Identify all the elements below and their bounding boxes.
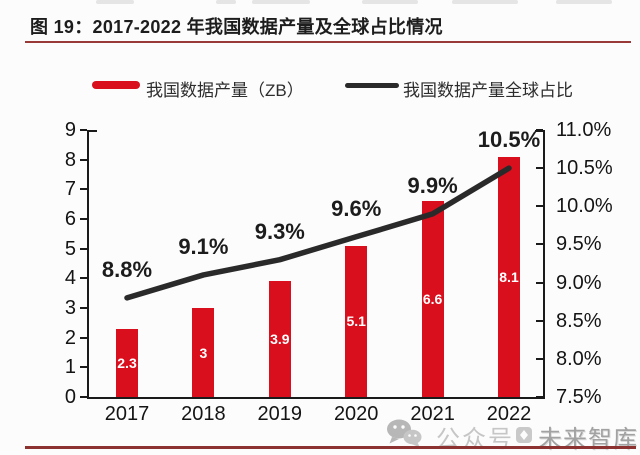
figure-title: 图 19：2017-2022 年我国数据产量及全球占比情况 [30, 17, 443, 37]
legend-line-swatch-icon [345, 83, 399, 88]
x-axis-line [87, 397, 545, 399]
left-axis-tick-label: 6 [64, 208, 76, 230]
cropped-text-artifact [96, 0, 134, 4]
left-axis-tick [80, 247, 87, 250]
left-axis-tick [80, 277, 87, 280]
wechat-icon [387, 419, 422, 448]
right-axis-tick-label: 10.0% [556, 195, 613, 218]
right-axis-tick [536, 205, 543, 208]
right-axis-tick [536, 281, 543, 284]
left-axis-top-cap [87, 130, 97, 132]
cropped-text-artifact [252, 0, 310, 4]
left-axis-tick-label: 8 [64, 148, 76, 171]
left-axis-tick [80, 307, 87, 309]
watermark: 公众号 未来智库 [386, 416, 640, 453]
left-axis-tick-label: 7 [64, 178, 76, 201]
left-axis-tick-label: 1 [64, 356, 76, 379]
left-axis-tick-label: 4 [64, 267, 76, 290]
right-axis-tick-label: 10.5% [556, 157, 613, 180]
x-axis-label: 2018 [181, 403, 226, 425]
right-axis-tick-label: 9.0% [556, 271, 602, 294]
legend-line-label: 我国数据产量全球占比 [403, 81, 573, 100]
right-axis-tick [536, 243, 543, 246]
left-axis-tick [80, 396, 87, 398]
bar [268, 281, 291, 397]
right-axis-tick-label: 8.5% [556, 309, 602, 332]
right-axis-tick-label: 9.5% [556, 233, 602, 256]
left-axis-tick-label: 5 [64, 237, 76, 260]
left-axis-tick [80, 336, 87, 339]
x-axis-label: 2022 [486, 403, 532, 425]
right-axis-tick [536, 319, 543, 322]
left-axis-tick-label: 3 [64, 297, 76, 319]
left-axis-tick [80, 158, 87, 161]
bar-value-label: 3 [199, 344, 208, 361]
cropped-text-artifact [452, 0, 518, 4]
brand-logo-icon [516, 427, 532, 443]
right-axis-top-cap [535, 130, 545, 132]
cropped-text-artifact [362, 0, 418, 4]
line-point-label: 10.5% [477, 127, 541, 153]
right-axis-line [543, 130, 545, 397]
left-axis-line [87, 130, 89, 397]
bottom-rule [25, 446, 636, 449]
x-axis-label: 2017 [104, 403, 150, 425]
cropped-text-artifact [556, 0, 612, 4]
right-axis-tick [536, 357, 543, 360]
line-point-label: 9.6% [331, 195, 382, 221]
cropped-text-artifact [216, 0, 236, 4]
line-point-label: 9.9% [407, 172, 458, 198]
bar-value-label: 6.6 [422, 291, 443, 308]
right-axis-tick-label: 8.0% [556, 347, 602, 370]
x-axis-label: 2019 [257, 403, 303, 425]
bar-value-label: 5.1 [346, 313, 366, 330]
left-axis-tick [80, 366, 87, 369]
left-axis-tick [80, 129, 87, 131]
x-axis-label: 2020 [333, 403, 379, 425]
legend-bar-label: 我国数据产量（ZB） [146, 81, 304, 100]
left-axis-tick-label: 9 [64, 119, 76, 141]
right-axis-tick-label: 7.5% [556, 386, 602, 408]
bar-value-label: 2.3 [117, 354, 137, 371]
legend-bar-swatch-icon [92, 81, 140, 89]
bar-value-label: 8.1 [499, 268, 519, 285]
bar-value-label: 3.9 [270, 331, 290, 348]
left-axis-tick [80, 188, 87, 191]
left-axis-tick-label: 2 [64, 326, 76, 349]
right-axis-tick-label: 11.0% [556, 119, 612, 141]
x-axis-label: 2021 [410, 403, 455, 425]
title-underline [25, 41, 631, 43]
bar [116, 328, 138, 397]
right-axis-tick [536, 129, 543, 131]
line-point-label: 9.3% [254, 218, 305, 244]
right-axis-tick [536, 396, 543, 398]
line-point-label: 8.8% [101, 256, 153, 282]
left-axis-tick [80, 218, 87, 220]
left-axis-tick-label: 0 [64, 386, 76, 408]
bar [192, 308, 215, 397]
right-axis-tick [536, 167, 543, 170]
